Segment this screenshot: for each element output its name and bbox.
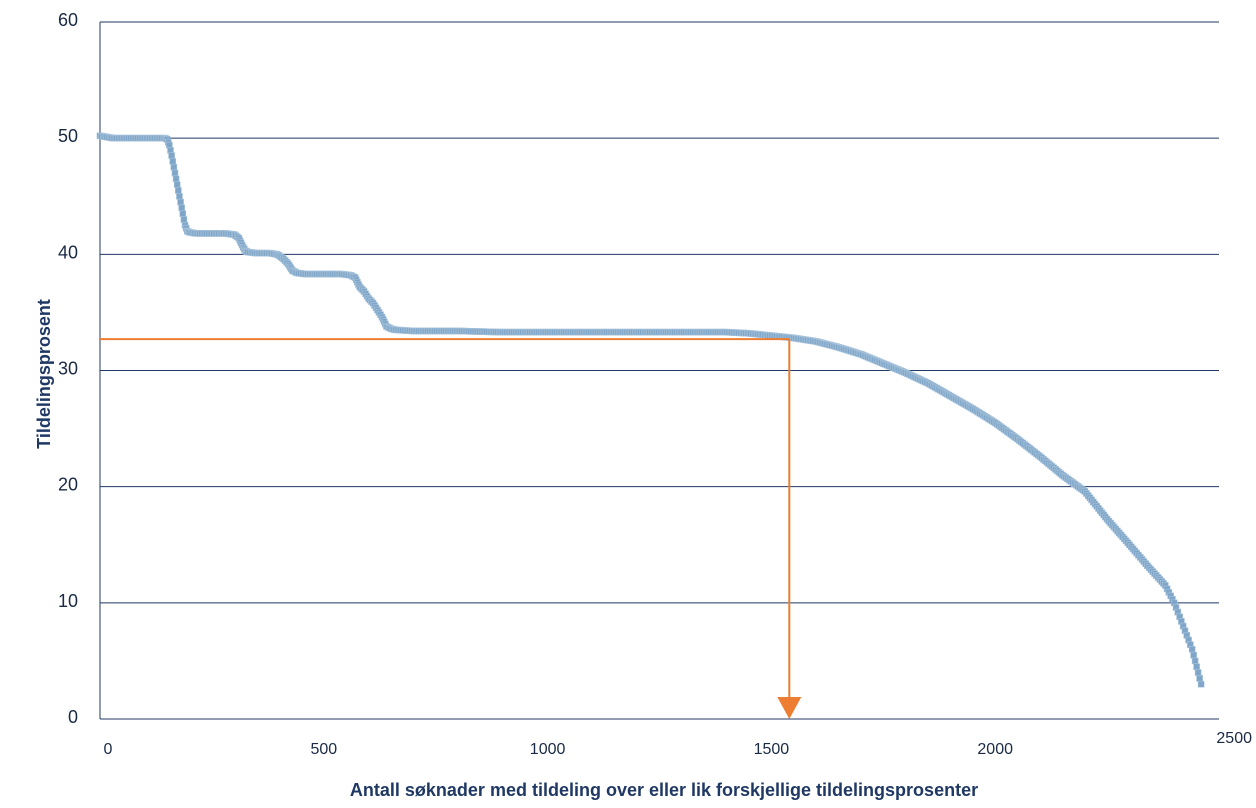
y-tick-labels: 0 10 20 30 40 50 60: [58, 10, 78, 727]
data-point: [171, 169, 179, 177]
data-point: [1193, 663, 1200, 671]
data-point: [172, 175, 180, 183]
x-tick-label: 500: [310, 741, 337, 758]
data-series: [96, 132, 1205, 688]
x-tick-labels: 0 500 1000 1500 2000 2500: [104, 730, 1253, 758]
x-tick-label: 0: [104, 741, 113, 758]
x-tick-label: 1000: [530, 741, 566, 758]
data-point: [170, 163, 178, 171]
data-point: [173, 181, 181, 188]
data-point: [1197, 680, 1205, 688]
data-point: [177, 198, 184, 206]
y-axis-title: Tildelingsprosent: [34, 299, 54, 449]
x-axis-title: Antall søknader med tildeling over eller…: [350, 780, 978, 800]
gridlines: [99, 21, 1219, 720]
arrow-head: [777, 697, 802, 719]
x-tick-label: 2500: [1216, 730, 1252, 747]
data-point: [169, 158, 177, 165]
data-point: [1196, 675, 1203, 682]
y-tick-label: 50: [58, 126, 78, 146]
data-point: [175, 187, 182, 194]
x-tick-label: 2000: [977, 741, 1013, 758]
y-tick-label: 30: [58, 359, 78, 379]
y-tick-label: 40: [58, 242, 78, 262]
data-point: [1194, 669, 1202, 676]
y-tick-label: 10: [58, 591, 78, 611]
data-point: [179, 210, 187, 217]
data-point: [1188, 645, 1196, 653]
data-point: [180, 216, 188, 223]
data-point: [168, 152, 175, 159]
y-tick-label: 0: [68, 707, 78, 727]
data-point: [1191, 657, 1199, 665]
reference-annotation: [100, 338, 802, 719]
data-point: [178, 204, 185, 212]
y-tick-label: 20: [58, 475, 78, 495]
data-point: [1190, 651, 1197, 659]
y-tick-label: 60: [58, 10, 78, 30]
data-point: [176, 192, 183, 200]
x-tick-label: 1500: [754, 741, 790, 758]
